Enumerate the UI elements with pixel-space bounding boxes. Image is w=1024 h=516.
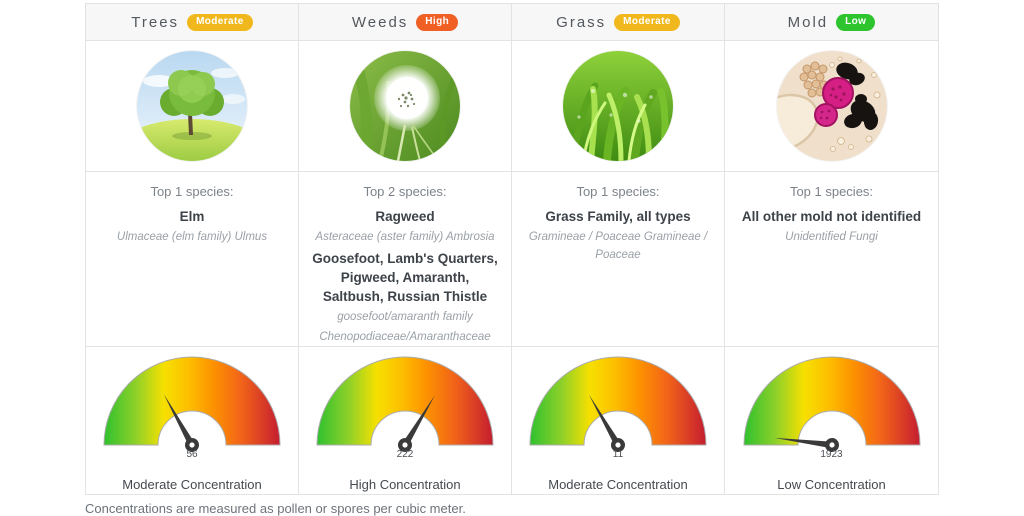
weeds-gauge-chart [316, 356, 494, 452]
trees-header: Trees Moderate [86, 4, 299, 41]
weeds-gauge-needle [398, 395, 435, 452]
trees-species-name: Elm [179, 209, 205, 224]
mold-header: Mold Low [725, 4, 938, 41]
grass-gauge-cell: 11 Moderate Concentration [512, 347, 725, 494]
mold-title: Mold [787, 13, 829, 31]
weeds-level-badge: High [416, 13, 459, 31]
trees-gauge-value: 56 [186, 449, 198, 460]
weeds-gauge-cell: 222 High Concentration [299, 347, 512, 494]
mold-species-cell: Top 1 species: All other mold not identi… [725, 172, 938, 347]
mold-image-cell [725, 41, 938, 172]
grass-top-species-label: Top 1 species: [576, 184, 660, 199]
grass-gauge-value: 11 [612, 449, 624, 460]
weeds-species-name-2: Goosefoot, Lamb's Quarters, Pigweed, Ama… [312, 251, 498, 304]
weeds-species-cell: Top 2 species: Ragweed Asteraceae (aster… [299, 172, 512, 347]
trees-gauge-cell: 56 Moderate Concentration [86, 347, 299, 494]
grass-species-name: Grass Family, all types [545, 209, 691, 224]
trees-top-species-label: Top 1 species: [150, 184, 234, 199]
mold-gauge-chart [742, 356, 921, 452]
trees-species-latin: Ulmaceae (elm family) Ulmus [116, 231, 268, 243]
grass-species-cell: Top 1 species: Grass Family, all types G… [512, 172, 725, 347]
trees-concentration-label: Moderate Concentration [122, 477, 262, 492]
weeds-concentration-label: High Concentration [349, 477, 461, 492]
mold-level-badge: Low [836, 13, 876, 31]
weeds-gauge-value: 222 [396, 449, 414, 460]
grass-gauge-chart [529, 356, 707, 452]
mold-top-species-label: Top 1 species: [789, 184, 874, 199]
grass-header: Grass Moderate [512, 4, 725, 41]
trees-species-cell: Top 1 species: Elm Ulmaceae (elm family)… [86, 172, 299, 347]
weeds-species-latin-2a: goosefoot/amaranth family [337, 311, 473, 323]
trees-gauge-needle [163, 394, 199, 452]
trees-title: Trees [131, 13, 180, 31]
mold-gauge-needle [773, 437, 839, 452]
mold-species-latin: Unidentified Fungi [785, 231, 878, 243]
grass-photo [563, 51, 673, 161]
dandelion-photo [350, 51, 460, 161]
grass-gauge-needle [589, 394, 625, 452]
trees-gauge-chart [103, 356, 281, 452]
weeds-title: Weeds [351, 13, 409, 31]
mold-concentration-label: Low Concentration [777, 477, 886, 492]
weeds-top-species-label: Top 2 species: [363, 184, 447, 199]
grass-level-badge: Moderate [614, 13, 680, 31]
mold-gauge-value: 1923 [820, 449, 843, 460]
trees-level-badge: Moderate [187, 13, 253, 31]
mold-species-name: All other mold not identified [741, 209, 922, 224]
grass-concentration-label: Moderate Concentration [548, 477, 688, 492]
weeds-species-latin-2b: Chenopodiaceae/Amaranthaceae [319, 331, 491, 343]
grass-image-cell [512, 41, 725, 172]
weeds-species-latin-1: Asteraceae (aster family) Ambrosia [315, 231, 495, 243]
weeds-image-cell [299, 41, 512, 172]
pollen-report-table: Trees Moderate Weeds High Grass Moderate… [85, 3, 939, 495]
grass-title: Grass [556, 13, 607, 31]
mold-photo [776, 51, 887, 161]
mold-gauge-cell: 1923 Low Concentration [725, 347, 938, 494]
weeds-species-name-1: Ragweed [375, 209, 435, 224]
trees-image-cell [86, 41, 299, 172]
grass-species-latin: Gramineae / Poaceae Gramineae / Poaceae [528, 231, 708, 261]
tree-photo [137, 51, 247, 161]
measurement-note: Concentrations are measured as pollen or… [85, 501, 466, 516]
weeds-header: Weeds High [299, 4, 512, 41]
